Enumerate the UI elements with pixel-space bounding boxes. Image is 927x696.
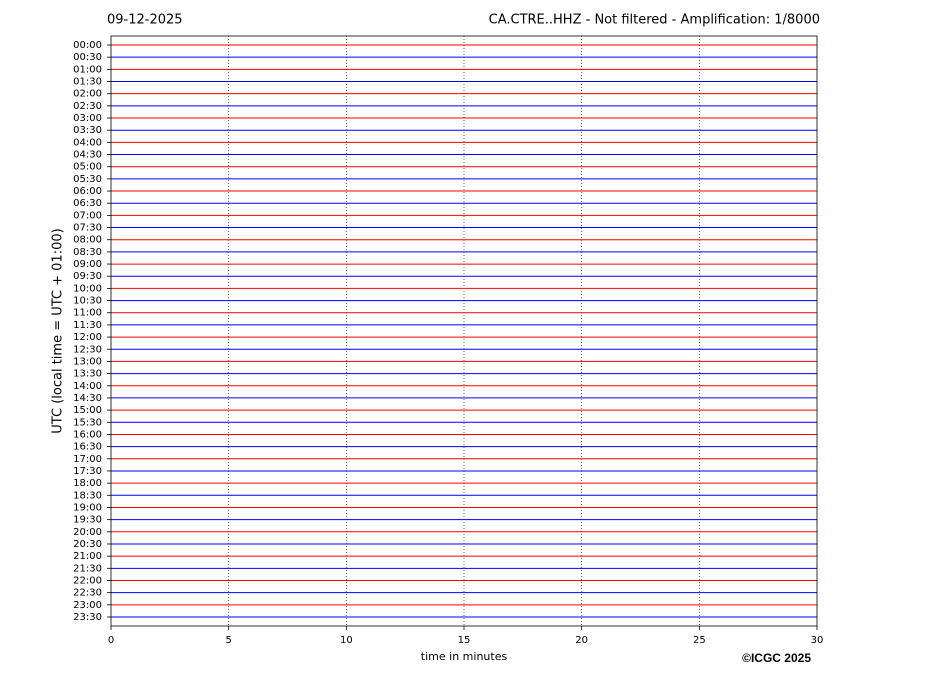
chart-title: CA.CTRE..HHZ - Not filtered - Amplificat… — [489, 13, 820, 28]
y-tick-label: 05:00 — [73, 162, 102, 173]
y-tick-label: 09:30 — [73, 271, 102, 282]
x-tick-label: 15 — [458, 635, 471, 646]
y-tick-label: 15:00 — [73, 405, 102, 416]
y-tick-label: 10:30 — [73, 296, 102, 307]
y-tick-label: 08:00 — [73, 235, 102, 246]
y-tick-label: 14:00 — [73, 381, 102, 392]
y-tick-label: 00:30 — [73, 52, 102, 63]
x-tick-label: 5 — [225, 635, 231, 646]
y-tick-label: 23:30 — [73, 612, 102, 623]
y-tick-label: 12:30 — [73, 344, 102, 355]
y-tick-label: 02:00 — [73, 89, 102, 100]
y-tick-label: 10:00 — [73, 283, 102, 294]
y-tick-label: 06:30 — [73, 198, 102, 209]
y-tick-label: 03:30 — [73, 125, 102, 136]
date: 09-12-2025 — [107, 13, 183, 28]
plot-frame — [110, 35, 818, 627]
y-tick-label: 17:00 — [73, 454, 102, 465]
y-tick-label: 13:00 — [73, 356, 102, 367]
x-tick-label: 25 — [693, 635, 706, 646]
y-tick-label: 19:00 — [73, 502, 102, 513]
y-tick-label: 01:30 — [73, 77, 102, 88]
y-tick-label: 11:30 — [73, 320, 102, 331]
y-tick-label: 06:00 — [73, 186, 102, 197]
y-tick-label: 11:00 — [73, 308, 102, 319]
y-tick-label: 14:30 — [73, 393, 102, 404]
y-tick-label: 09:00 — [73, 259, 102, 270]
y-tick-label: 20:30 — [73, 539, 102, 550]
y-tick-label: 23:00 — [73, 600, 102, 611]
credit: ©ICGC 2025 — [742, 651, 811, 665]
y-tick-label: 13:30 — [73, 369, 102, 380]
y-tick-label: 08:30 — [73, 247, 102, 258]
y-tick-label: 05:30 — [73, 174, 102, 185]
y-tick-label: 22:00 — [73, 575, 102, 586]
y-axis-label: UTC (local time = UTC + 01:00) — [51, 228, 66, 433]
y-tick-label: 20:00 — [73, 527, 102, 538]
y-tick-label: 21:00 — [73, 551, 102, 562]
y-tick-label: 22:30 — [73, 588, 102, 599]
x-tick-label: 30 — [811, 635, 824, 646]
x-tick-label: 10 — [340, 635, 353, 646]
x-tick-label: 20 — [575, 635, 588, 646]
y-tick-label: 04:00 — [73, 137, 102, 148]
y-tick-label: 07:00 — [73, 210, 102, 221]
y-tick-label: 03:00 — [73, 113, 102, 124]
y-tick-label: 12:00 — [73, 332, 102, 343]
y-tick-label: 18:30 — [73, 490, 102, 501]
x-tick-label: 0 — [108, 635, 114, 646]
y-tick-label: 21:30 — [73, 563, 102, 574]
y-tick-label: 17:30 — [73, 466, 102, 477]
y-tick-label: 15:30 — [73, 417, 102, 428]
y-tick-label: 07:30 — [73, 223, 102, 234]
y-tick-label: 02:30 — [73, 101, 102, 112]
y-tick-label: 18:00 — [73, 478, 102, 489]
y-tick-label: 04:30 — [73, 150, 102, 161]
y-tick-label: 16:30 — [73, 442, 102, 453]
x-axis-label: time in minutes — [421, 650, 508, 663]
y-tick-label: 00:00 — [73, 40, 102, 51]
y-tick-label: 19:30 — [73, 515, 102, 526]
y-tick-label: 16:00 — [73, 429, 102, 440]
y-tick-label: 01:00 — [73, 64, 102, 75]
